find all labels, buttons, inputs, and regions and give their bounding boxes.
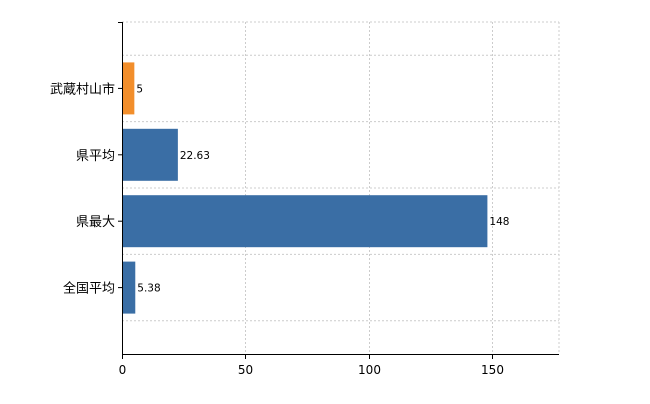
category-label: 県最大: [76, 215, 115, 230]
data-label: 22.63: [180, 150, 210, 162]
x-tick-label: 50: [238, 363, 253, 377]
category-label: 県平均: [76, 149, 115, 164]
x-tick-label: 0: [119, 363, 127, 377]
bar: [122, 128, 178, 181]
data-label: 5.38: [137, 283, 160, 295]
data-label: 5: [136, 83, 143, 95]
category-label: 全国平均: [63, 281, 115, 297]
x-tick-label: 150: [481, 363, 504, 377]
category-label: 武蔵村山市: [50, 81, 115, 97]
grid: [122, 21, 560, 354]
axes: [118, 22, 559, 359]
bars: [122, 62, 488, 314]
bar: [122, 195, 488, 248]
x-tick-label: 100: [358, 363, 381, 377]
data-label: 148: [489, 216, 509, 228]
bar: [122, 62, 135, 115]
bar: [122, 261, 136, 314]
